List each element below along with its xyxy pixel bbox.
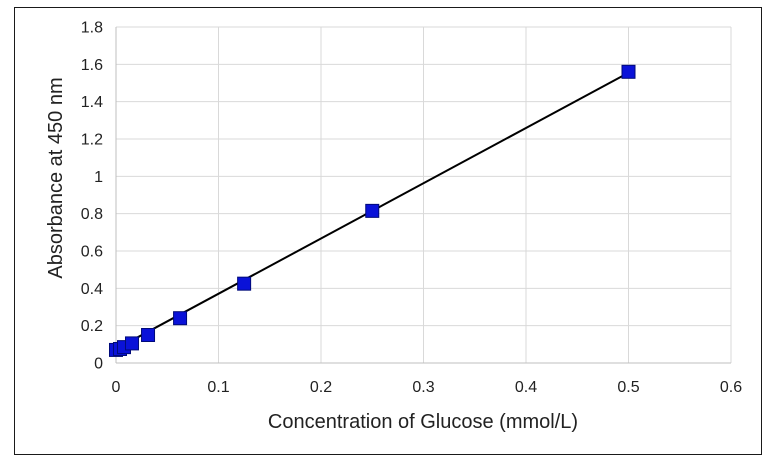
chart-frame (14, 7, 762, 455)
y-tick-label: 0.8 (81, 206, 103, 223)
y-tick-label: 1.8 (81, 20, 103, 37)
x-axis-title: Concentration of Glucose (mmol/L) (268, 411, 578, 433)
data-point (124, 336, 139, 351)
x-tick-label: 0.4 (515, 379, 537, 396)
x-tick-label: 0.2 (310, 379, 332, 396)
x-tick-label: 0.6 (720, 379, 742, 396)
x-tick-label: 0.3 (412, 379, 434, 396)
tick-labels: 0 0.2 0.4 0.6 0.8 1 1.2 1.4 1.6 1.8 0 0.1 0.2 0.3 0.4 0… (81, 20, 742, 397)
data-point (141, 328, 156, 342)
y-tick-label: 0 (94, 356, 103, 373)
y-tick-label: 1 (94, 169, 103, 186)
x-tick-label: 0.5 (617, 379, 639, 396)
data-point (237, 276, 252, 291)
y-tick-label: 0.4 (81, 281, 103, 298)
axes (115, 27, 731, 364)
y-tick-label: 0.6 (81, 244, 103, 261)
y-tick-label: 1.6 (81, 57, 103, 74)
data-point (621, 64, 636, 79)
gridlines (116, 26, 732, 363)
data-point (173, 311, 188, 326)
data-points (109, 64, 636, 357)
y-axis-title: Absorbance at 450 nm (45, 77, 67, 278)
y-tick-label: 0.2 (81, 318, 103, 335)
x-tick-label: 0.1 (207, 379, 229, 396)
x-tick-label: 0 (112, 379, 121, 396)
y-tick-label: 1.4 (81, 94, 103, 111)
y-tick-label: 1.2 (81, 132, 103, 149)
data-point (365, 203, 380, 218)
